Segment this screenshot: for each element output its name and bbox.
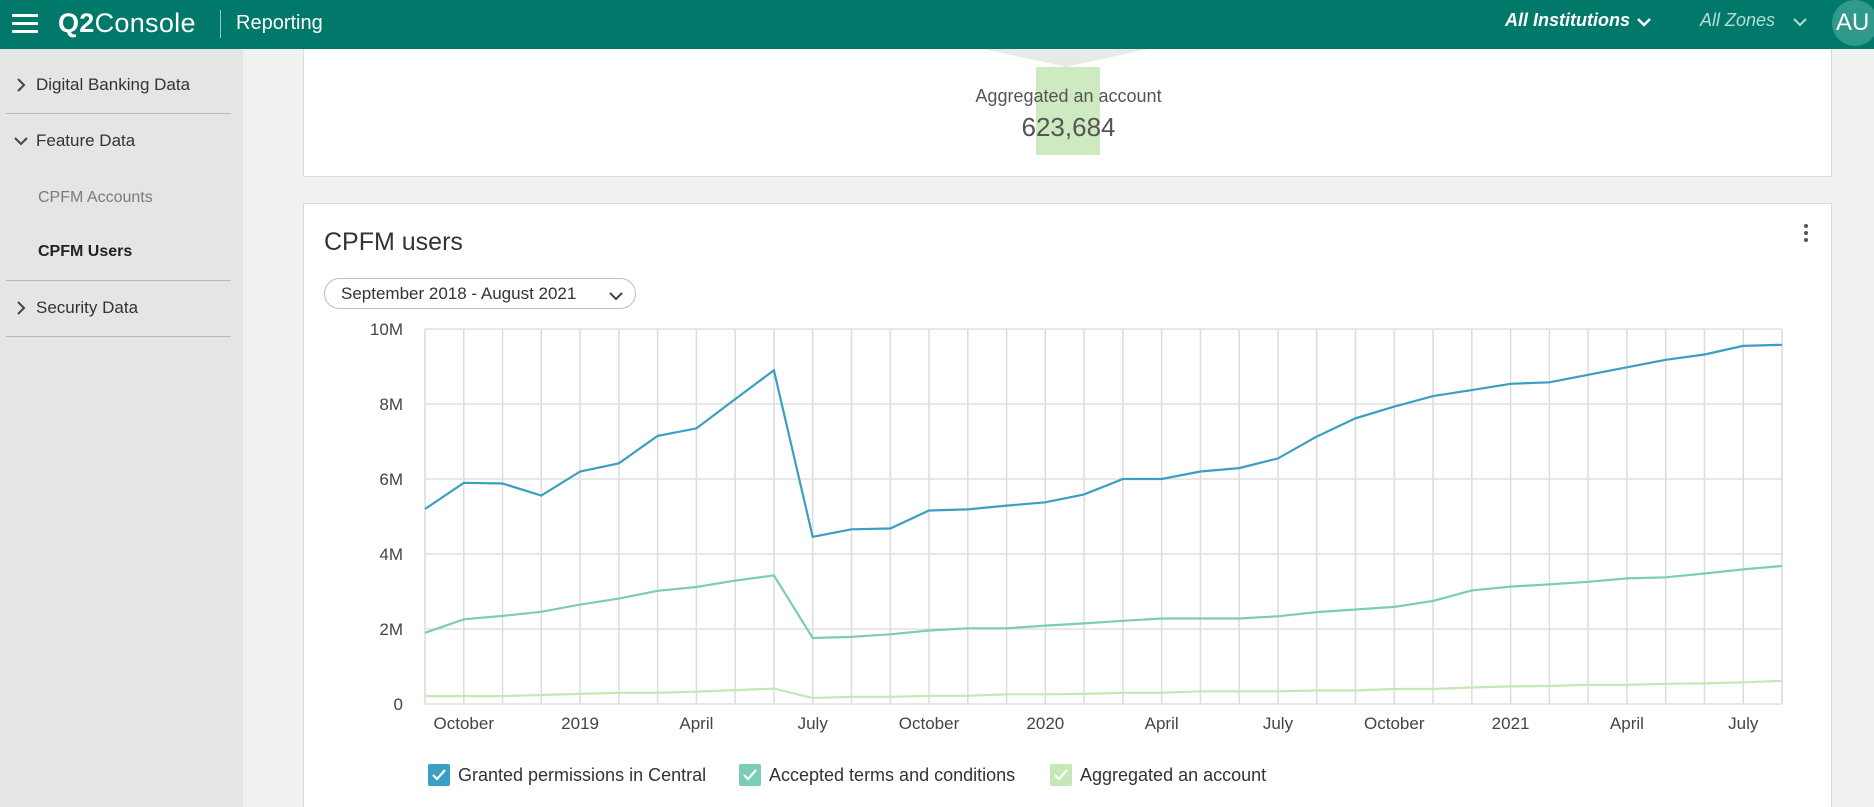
chevron-down-icon: [14, 137, 28, 146]
date-range-select[interactable]: September 2018 - August 2021: [324, 278, 636, 309]
y-tick-label: 10M: [370, 320, 403, 339]
x-tick-label: April: [1145, 714, 1179, 733]
sidebar-item-security-data[interactable]: Security Data: [6, 281, 231, 337]
chevron-down-icon[interactable]: [1792, 14, 1808, 30]
x-tick-label: April: [1610, 714, 1644, 733]
cpfm-users-card: CPFM users September 2018 - August 2021 …: [303, 203, 1832, 807]
checkbox-icon[interactable]: [739, 764, 761, 786]
y-tick-label: 0: [394, 695, 403, 714]
y-tick-label: 4M: [379, 545, 403, 564]
x-tick-label: October: [434, 714, 495, 733]
x-tick-label: 2019: [561, 714, 599, 733]
sidebar-item-feature-data[interactable]: Feature Data: [6, 114, 231, 170]
x-tick-label: October: [1364, 714, 1425, 733]
x-tick-label: July: [1728, 714, 1759, 733]
sidebar-item-cpfm-users[interactable]: CPFM Users: [38, 243, 133, 260]
series-line-0: [424, 343, 1783, 539]
user-avatar[interactable]: AU: [1832, 0, 1874, 46]
sidebar-item-label: Feature Data: [36, 131, 136, 150]
sidebar-item-cpfm-accounts[interactable]: CPFM Accounts: [38, 189, 153, 206]
series-line-2: [425, 679, 1783, 700]
series-line-1: [424, 564, 1783, 640]
sidebar-divider: [6, 280, 231, 281]
date-range-label: September 2018 - August 2021: [341, 284, 577, 303]
x-tick-label: 2020: [1026, 714, 1064, 733]
more-options-icon[interactable]: [1800, 222, 1812, 246]
legend-label: Granted permissions in Central: [458, 765, 707, 785]
app-section-title: Reporting: [236, 12, 323, 34]
cpfm-users-line-chart: 0 2M 4M 6M 8M 10M October 2019 April July October 2…: [370, 320, 1783, 733]
funnel-bar: [1036, 67, 1100, 155]
legend-label: Accepted terms and conditions: [769, 765, 1016, 785]
y-tick-label: 6M: [379, 470, 403, 489]
logo-divider: [220, 10, 221, 38]
sidebar-item-label: Digital Banking Data: [36, 75, 191, 94]
chevron-down-icon: [609, 292, 623, 301]
y-tick-label: 2M: [379, 620, 403, 639]
chevron-right-icon: [17, 301, 26, 315]
x-tick-label: October: [899, 714, 960, 733]
x-tick-label: 2021: [1492, 714, 1530, 733]
app-logo[interactable]: Q2Console: [58, 8, 196, 38]
menu-icon[interactable]: [12, 14, 38, 34]
chevron-down-icon[interactable]: [1636, 14, 1652, 30]
x-tick-label: April: [679, 714, 713, 733]
checkbox-icon[interactable]: [428, 764, 450, 786]
funnel-card: Aggregated an account 623,684: [303, 49, 1832, 177]
checkbox-icon[interactable]: [1050, 764, 1072, 786]
zone-select[interactable]: All Zones: [1700, 10, 1776, 30]
chevron-right-icon: [17, 78, 26, 92]
legend-label: Aggregated an account: [1080, 765, 1267, 785]
chart-title: CPFM users: [324, 228, 463, 256]
funnel-step-value: 623,684: [1021, 112, 1116, 142]
funnel-shape: [984, 49, 1148, 67]
x-tick-label: July: [1263, 714, 1294, 733]
sidebar-item-label: Security Data: [36, 298, 139, 317]
sidebar: Digital Banking Data Feature Data CPFM A…: [0, 49, 243, 807]
y-tick-label: 8M: [379, 395, 403, 414]
funnel-step-label: Aggregated an account: [975, 86, 1162, 106]
top-bar: Q2Console Reporting All Institutions All…: [0, 0, 1874, 49]
institution-select[interactable]: All Institutions: [1505, 10, 1630, 30]
x-tick-label: July: [798, 714, 829, 733]
sidebar-item-digital-banking-data[interactable]: Digital Banking Data: [6, 58, 231, 114]
